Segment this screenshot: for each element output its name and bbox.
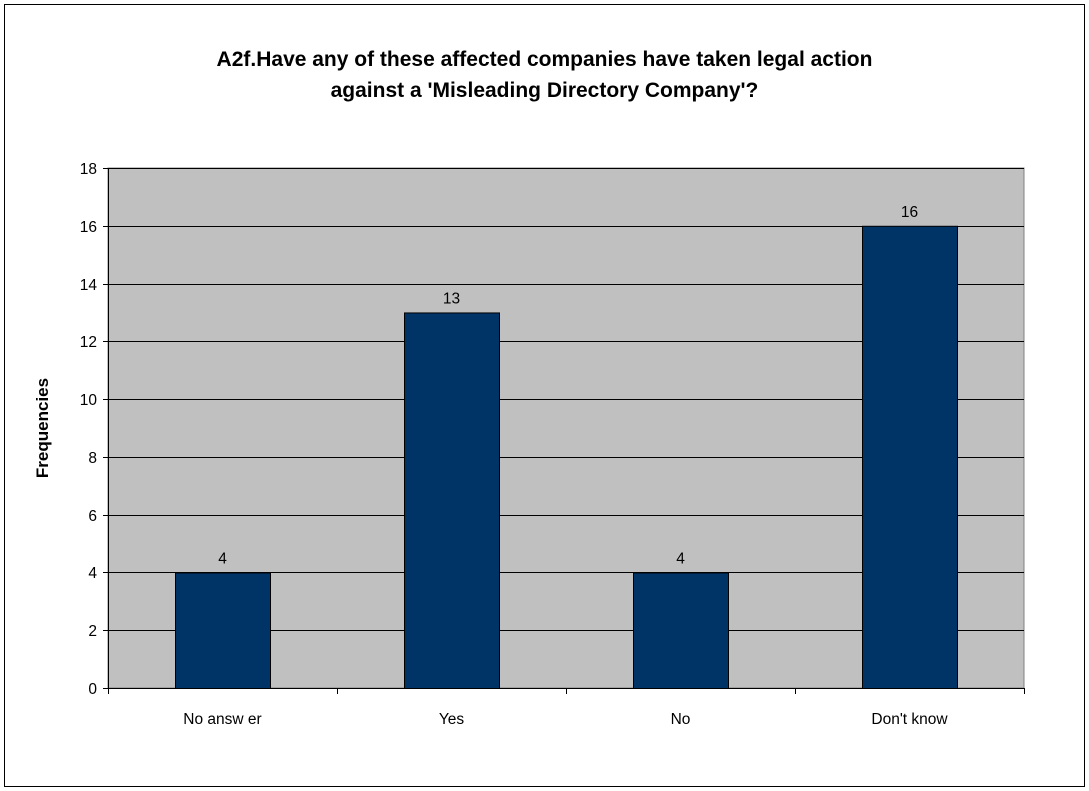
x-tick-label-3: Don't know: [871, 711, 948, 728]
bar-0: [175, 572, 271, 690]
data-labels: 4 13 4 16: [218, 204, 918, 568]
x-tick-label-2: No: [671, 711, 691, 728]
chart-title-line-1: A2f.Have any of these affected companies…: [216, 48, 873, 71]
y-axis-label: Frequencies: [33, 378, 52, 478]
bar-2: [633, 572, 729, 690]
data-label-0: 4: [218, 550, 227, 567]
y-tick-label-6: 6: [88, 508, 97, 525]
x-tick-label-1: Yes: [439, 711, 465, 728]
data-label-3: 16: [901, 204, 918, 221]
bar-3: [862, 225, 958, 689]
x-axis-ticks: No answ er Yes No Don't know: [108, 688, 1025, 728]
y-tick-label-4: 4: [88, 565, 97, 582]
x-tick-label-0: No answ er: [183, 711, 261, 728]
data-label-1: 13: [443, 290, 460, 307]
y-tick-label-18: 18: [80, 161, 97, 178]
y-tick-label-16: 16: [80, 219, 97, 236]
y-tick-label-0: 0: [88, 681, 97, 698]
y-tick-label-10: 10: [80, 392, 98, 409]
y-axis-ticks: 0 2 4 6 8 10 12 14 16 18: [80, 161, 108, 698]
data-label-2: 4: [676, 550, 685, 567]
y-tick-label-12: 12: [80, 334, 97, 351]
y-tick-label-2: 2: [88, 623, 97, 640]
y-tick-label-14: 14: [80, 277, 98, 294]
bars: [175, 225, 958, 690]
chart-title: A2f.Have any of these affected companies…: [0, 44, 1089, 106]
chart-title-line-2: against a 'Misleading Directory Company'…: [330, 79, 759, 102]
y-tick-label-8: 8: [88, 450, 97, 467]
bar-1: [404, 312, 500, 689]
